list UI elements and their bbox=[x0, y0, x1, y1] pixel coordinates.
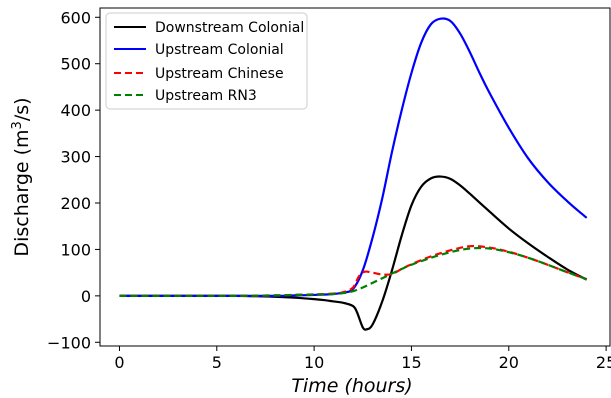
y-axis-ticks: −100 0 100 200 300 400 500 600 bbox=[47, 8, 100, 352]
x-tick-label: 15 bbox=[401, 353, 421, 372]
y-tick-label: 300 bbox=[60, 148, 91, 167]
legend: Downstream Colonial Upstream Colonial Up… bbox=[105, 12, 308, 110]
y-tick-label: 500 bbox=[60, 55, 91, 74]
y-tick-label: −100 bbox=[47, 333, 91, 352]
x-tick-label: 25 bbox=[596, 353, 611, 372]
y-axis-title-tail: /s) bbox=[11, 97, 33, 121]
legend-box bbox=[105, 12, 308, 110]
y-axis-title: Discharge (m3/s) bbox=[10, 97, 33, 256]
series-line-upstream-chinese bbox=[119, 244, 588, 297]
x-tick-label: 20 bbox=[499, 353, 519, 372]
y-axis-title-main: Discharge (m bbox=[11, 129, 33, 256]
x-axis-ticks: 0 5 10 15 20 25 bbox=[114, 346, 611, 372]
x-tick-label: 5 bbox=[212, 353, 222, 372]
series-line-downstream-colonial bbox=[119, 175, 588, 331]
legend-label-upstream-rn3: Upstream RN3 bbox=[155, 88, 257, 104]
legend-label-upstream-chinese: Upstream Chinese bbox=[155, 66, 284, 82]
x-tick-label: 10 bbox=[304, 353, 324, 372]
y-tick-label: 600 bbox=[60, 8, 91, 27]
y-tick-label: 100 bbox=[60, 240, 91, 259]
y-axis-title-sup: 3 bbox=[10, 121, 25, 129]
series-layer bbox=[119, 17, 588, 331]
legend-label-upstream-colonial: Upstream Colonial bbox=[155, 42, 284, 58]
y-tick-label: 0 bbox=[81, 287, 91, 306]
legend-label-downstream-colonial: Downstream Colonial bbox=[155, 20, 304, 36]
plot-frame bbox=[99, 7, 611, 347]
y-tick-label: 200 bbox=[60, 194, 91, 213]
series-line-upstream-rn3 bbox=[119, 246, 588, 297]
x-axis-title: Time (hours) bbox=[291, 375, 412, 397]
x-tick-label: 0 bbox=[114, 353, 124, 372]
y-tick-label: 400 bbox=[60, 101, 91, 120]
